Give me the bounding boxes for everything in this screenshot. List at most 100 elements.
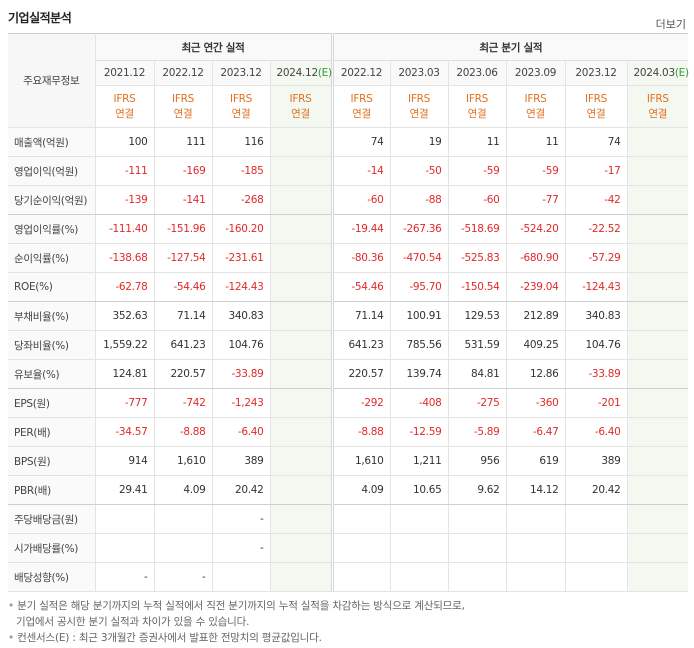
data-cell: -60 [330,185,390,215]
row-label: 시가배당률(%) [8,533,95,563]
data-cell: 531.59 [447,330,506,360]
data-row: 당기순이익(억원) -139 -141 -268 -60 -88 -60 -77 -42 [8,185,689,215]
data-cell: 1,559.22 [94,330,154,360]
data-cell [269,475,332,505]
data-cell: 129.53 [447,301,506,331]
data-cell: - [211,533,270,563]
data-cell: -524.20 [505,214,565,244]
data-cell: 139.74 [389,359,448,389]
data-cell: -95.70 [389,272,448,302]
data-cell [505,504,565,534]
period-header: 2021.12 [94,60,154,86]
data-cell: 11 [447,127,506,157]
data-cell: -22.52 [564,214,627,244]
header-row: 주요재무정보 최근 연간 실적 최근 분기 실적 [8,33,689,128]
data-cell: -518.69 [447,214,506,244]
standard-text: 연결 [231,107,251,120]
more-link[interactable]: 더보기 [655,18,686,31]
data-cell: -57.29 [564,243,627,273]
data-cell [626,127,689,157]
period-date: 2023.12 [575,67,617,79]
data-cell [211,562,270,592]
data-row: PBR(배) 29.41 4.09 20.42 4.09 10.65 9.62 14.12 20… [8,475,689,505]
data-cell: 104.76 [211,330,270,360]
data-cell: 74 [564,127,627,157]
note-text: 분기 실적은 해당 분기까지의 누적 실적에서 직전 분기까지의 누적 실적을 … [17,600,465,612]
data-cell: -160.20 [211,214,270,244]
data-cell [626,214,689,244]
data-cell: -201 [564,388,627,418]
data-cell: -1,243 [211,388,270,418]
standard-header: IFRS 연결 [447,85,506,128]
period-header: 2023.12 [564,60,627,86]
data-cell: -408 [389,388,448,418]
data-cell [269,185,332,215]
period-date: 2024.12 [276,67,319,79]
standard-text: IFRS [172,92,194,105]
data-cell [626,272,689,302]
period-header: 2022.12 [153,60,212,86]
standard-text: 연결 [648,107,668,120]
standard-text: 연결 [526,107,545,120]
row-label: EPS(원) [8,388,95,418]
group-header: 최근 분기 실적 [330,33,689,61]
row-label: 배당성향(%) [8,562,95,592]
data-cell: -275 [447,388,506,418]
data-cell [269,504,332,534]
standard-text: IFRS [524,92,547,105]
data-cell [269,330,332,360]
data-row: 부채비율(%) 352.63 71.14 340.83 71.14 100.91 129.5… [8,301,689,331]
data-cell [269,388,332,418]
data-cell: -470.54 [389,243,448,273]
data-cell: 4.09 [330,475,390,505]
row-label: 매출액(억원) [8,127,95,157]
data-row: 영업이익(억원) -111 -169 -185 -14 -50 -59 -59 -17 [8,156,689,186]
data-cell: 14.12 [505,475,565,505]
data-cell: 20.42 [211,475,270,505]
data-cell [447,504,506,534]
data-cell [153,504,212,534]
data-cell [505,562,565,592]
row-label: 유보율(%) [8,359,95,389]
data-cell: -34.57 [94,417,154,447]
data-cell [269,562,332,592]
data-cell: 111 [153,127,212,157]
data-cell: - [153,562,212,592]
data-cell: -54.46 [153,272,212,302]
data-row: 유보율(%) 124.81 220.57 -33.89 220.57 139.74 84.8… [8,359,689,389]
standard-text: IFRS [408,92,430,105]
data-row: 매출액(억원) 100 111 116 74 19 11 11 74 [8,127,689,157]
data-cell: -42 [564,185,627,215]
data-cell: -6.47 [505,417,565,447]
period-header: 2024.12(E) [269,60,332,86]
row-label: 영업이익(억원) [8,156,95,186]
data-cell: -111 [94,156,154,186]
header-row: 2021.12 2022.12 2023.12 2024.12(E) 2022.12 20… [8,60,689,86]
data-row: ROE(%) -62.78 -54.46 -124.43 -54.46 -95.70 -15… [8,272,689,302]
row-label: 순이익률(%) [8,243,95,273]
data-cell: -139 [94,185,154,215]
data-cell: - [211,504,270,534]
data-cell [330,562,390,592]
data-cell: 71.14 [153,301,212,331]
data-cell: -124.43 [564,272,627,302]
data-cell: 84.81 [447,359,506,389]
data-cell [269,156,332,186]
data-cell [389,504,448,534]
data-cell [94,504,154,534]
data-cell: 20.42 [564,475,627,505]
data-cell: 10.65 [389,475,448,505]
data-cell: 389 [211,446,270,476]
data-cell [269,417,332,447]
data-cell: -124.43 [211,272,270,302]
data-cell: -8.88 [330,417,390,447]
data-cell: -777 [94,388,154,418]
standard-text: IFRS [113,92,136,105]
period-date: 2024.03 [633,67,676,79]
data-row: BPS(원) 914 1,610 389 1,610 1,211 956 619 389 [8,446,689,476]
standard-header: IFRS 연결 [330,85,390,128]
data-cell: 220.57 [330,359,390,389]
data-cell [564,504,627,534]
data-cell: -17 [564,156,627,186]
period-date: 2023.12 [220,67,262,79]
